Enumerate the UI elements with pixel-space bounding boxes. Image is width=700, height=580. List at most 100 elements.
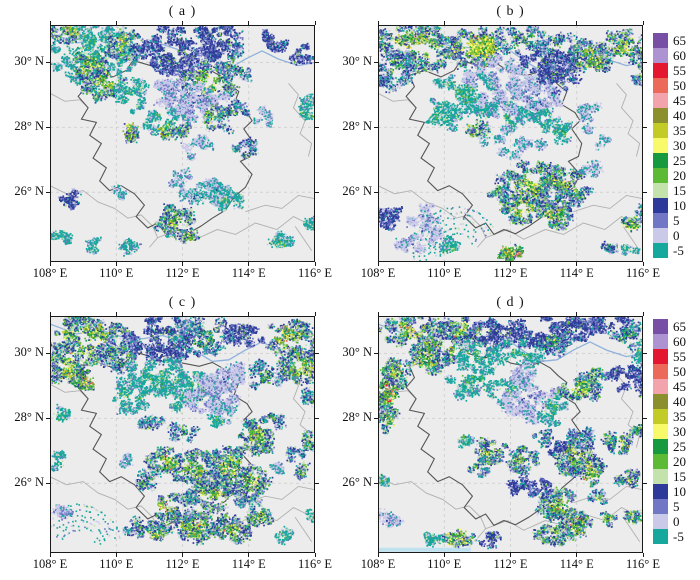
- axis-tick: [377, 553, 379, 557]
- y-tick-label: 26° N: [14, 184, 44, 199]
- colorbar-label: 50: [673, 364, 686, 379]
- axis-tick: [642, 312, 644, 316]
- axis-tick: [377, 21, 379, 25]
- axis-tick: [576, 553, 578, 557]
- axis-tick: [115, 312, 117, 316]
- axis-tick: [248, 262, 250, 266]
- axis-tick: [510, 312, 511, 316]
- axis-tick: [315, 417, 319, 419]
- y-tick-label: 28° N: [14, 410, 44, 425]
- colorbar-swatch: [653, 424, 668, 439]
- axis-tick: [49, 312, 51, 316]
- axis-tick: [49, 553, 51, 557]
- panel-c: ( c ) 108° E 110° E 112° E 114° E 116° E 30° N…: [14, 295, 332, 571]
- y-tick-label: 30° N: [342, 345, 372, 360]
- x-tick-label: 116° E: [297, 557, 333, 571]
- x-tick-label: 110° E: [427, 557, 462, 571]
- colorbar-row: 65: [653, 319, 686, 334]
- x-tick-label: 116° E: [625, 557, 661, 571]
- colorbar-swatch: [653, 33, 668, 48]
- y-tick-label: 28° N: [342, 119, 372, 134]
- axis-tick: [46, 352, 50, 354]
- y-tick-label: 26° N: [342, 184, 372, 199]
- panel-a: ( a ) 108° E 110° E 112° E 114° E 116° E 30° N…: [14, 4, 332, 280]
- colorbar-row: 20: [653, 168, 686, 183]
- axis-tick: [46, 191, 50, 193]
- y-tick-label: 26° N: [342, 475, 372, 490]
- colorbar-swatch: [653, 78, 668, 93]
- x-tick-label: 110° E: [99, 557, 134, 571]
- y-tick-label: 30° N: [342, 54, 372, 69]
- axis-tick: [377, 262, 379, 266]
- axis-tick: [248, 21, 250, 25]
- x-tick-label: 112° E: [165, 557, 200, 571]
- colorbar-label: 30: [673, 424, 686, 439]
- axis-tick: [46, 61, 50, 63]
- axis-tick: [49, 21, 51, 25]
- colorbar-row: 35: [653, 409, 686, 424]
- colorbar-label: 65: [673, 33, 686, 48]
- colorbar-swatch: [653, 364, 668, 379]
- colorbar-swatch: [653, 379, 668, 394]
- x-tick-label: 114° E: [231, 266, 266, 280]
- colorbar-label: 5: [673, 499, 680, 514]
- colorbar-label: 35: [673, 123, 686, 138]
- colorbar-row: 35: [653, 123, 686, 138]
- axis-tick: [374, 126, 378, 128]
- colorbar-row: 65: [653, 33, 686, 48]
- colorbar-row: 25: [653, 439, 686, 454]
- colorbar-swatch: [653, 334, 668, 349]
- colorbar-swatch: [653, 514, 668, 529]
- axis-tick: [46, 482, 50, 484]
- x-tick-label: 108° E: [360, 557, 396, 571]
- y-tick-label: 30° N: [14, 345, 44, 360]
- colorbar-row: 30: [653, 138, 686, 153]
- axis-tick: [576, 21, 578, 25]
- colorbar-label: 0: [673, 514, 680, 529]
- x-tick-label: 116° E: [625, 266, 661, 280]
- colorbar-swatch: [653, 168, 668, 183]
- colorbar-row: 55: [653, 63, 686, 78]
- axis-tick: [182, 262, 183, 266]
- colorbar-swatch: [653, 454, 668, 469]
- axis-tick: [374, 61, 378, 63]
- axis-tick: [642, 262, 644, 266]
- axis-tick: [642, 21, 644, 25]
- x-tick-label: 112° E: [493, 557, 528, 571]
- colorbar-label: 25: [673, 439, 686, 454]
- colorbar-swatch: [653, 319, 668, 334]
- colorbar-label: 10: [673, 484, 686, 499]
- colorbar-row: -5: [653, 243, 686, 258]
- colorbar-row: 55: [653, 349, 686, 364]
- colorbar-label: 55: [673, 349, 686, 364]
- colorbar-label: -5: [673, 243, 684, 258]
- axis-tick: [46, 126, 50, 128]
- colorbar-row: 45: [653, 93, 686, 108]
- colorbar-row: 20: [653, 454, 686, 469]
- colorbar-row: 5: [653, 499, 686, 514]
- x-tick-label: 116° E: [297, 266, 333, 280]
- x-tick-label: 114° E: [559, 557, 594, 571]
- colorbar-row: 30: [653, 424, 686, 439]
- axis-tick: [374, 191, 378, 193]
- colorbar-label: 30: [673, 138, 686, 153]
- axis-tick: [115, 553, 117, 557]
- x-tick-label: 112° E: [165, 266, 200, 280]
- colorbar-row: 0: [653, 228, 686, 243]
- map-canvas-b: [378, 25, 643, 262]
- colorbar-swatch: [653, 469, 668, 484]
- colorbar-label: 40: [673, 394, 686, 409]
- colorbar-label: 65: [673, 319, 686, 334]
- axis-tick: [643, 126, 647, 128]
- colorbar-label: 60: [673, 334, 686, 349]
- colorbar-label: 40: [673, 108, 686, 123]
- axis-tick: [374, 352, 378, 354]
- colorbar-swatch: [653, 198, 668, 213]
- axis-tick: [374, 482, 378, 484]
- map-canvas-a: [50, 25, 315, 262]
- x-tick-label: 110° E: [99, 266, 134, 280]
- colorbar-label: 0: [673, 228, 680, 243]
- axis-tick: [377, 312, 379, 316]
- colorbar-swatch: [653, 183, 668, 198]
- axis-tick: [315, 61, 319, 63]
